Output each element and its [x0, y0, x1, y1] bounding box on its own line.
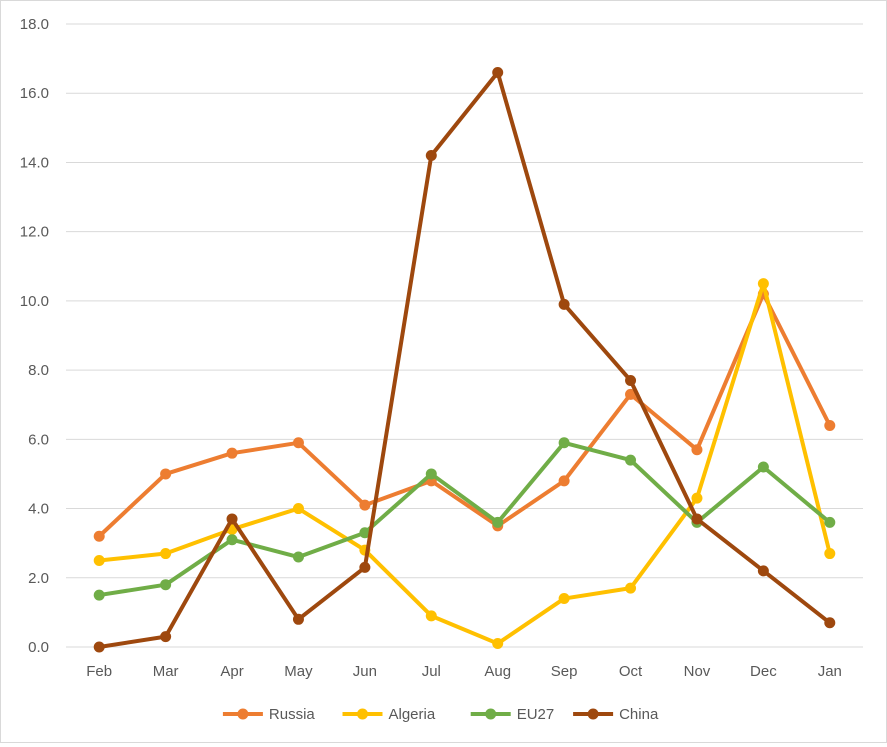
data-point-china [625, 374, 637, 386]
legend-item-algeria: Algeria [342, 706, 436, 723]
data-point-eu27 [359, 527, 371, 539]
y-tick-label: 6.0 [28, 431, 49, 448]
data-point-algeria [425, 610, 437, 622]
x-tick-label: Jun [353, 663, 377, 680]
data-point-china [558, 298, 570, 310]
legend-label-china: China [619, 706, 659, 723]
x-tick-label: Nov [684, 663, 711, 680]
x-tick-label: Aug [484, 663, 511, 680]
data-point-algeria [824, 548, 836, 560]
x-tick-label: Apr [220, 663, 243, 680]
data-point-eu27 [226, 534, 238, 546]
y-tick-label: 16.0 [20, 85, 49, 102]
data-point-china [425, 150, 437, 162]
x-tick-label: Sep [551, 663, 578, 680]
series-line-china [97, 70, 832, 649]
x-tick-label: May [284, 663, 313, 680]
data-point-china [292, 613, 304, 625]
series-algeria [93, 278, 836, 650]
data-point-russia [359, 499, 371, 511]
data-point-eu27 [492, 516, 504, 528]
series-line-russia [97, 291, 832, 539]
data-point-russia [292, 437, 304, 449]
data-point-china [824, 617, 836, 629]
x-tick-label: Jul [422, 663, 441, 680]
series-russia [93, 288, 836, 542]
data-point-algeria [160, 548, 172, 560]
legend-item-china: China [573, 706, 659, 723]
data-point-algeria [492, 638, 504, 650]
data-point-russia [226, 447, 238, 459]
series-china [93, 66, 836, 653]
legend: Russia Algeria EU27 China [222, 706, 659, 723]
data-point-algeria [93, 554, 105, 566]
data-point-eu27 [757, 461, 769, 473]
legend-label-algeria: Algeria [389, 706, 436, 723]
data-point-china [93, 641, 105, 653]
data-point-china [757, 565, 769, 577]
y-tick-label: 14.0 [20, 154, 49, 171]
y-tick-label: 10.0 [20, 293, 49, 310]
y-tick-label: 0.0 [28, 639, 49, 656]
data-point-algeria [625, 582, 637, 594]
data-point-russia [625, 388, 637, 400]
y-tick-label: 12.0 [20, 224, 49, 241]
y-tick-label: 2.0 [28, 570, 49, 587]
legend-label-eu27: EU27 [517, 706, 555, 723]
data-point-eu27 [824, 516, 836, 528]
x-tick-label: Oct [619, 663, 643, 680]
x-axis-tick-labels: Feb Mar Apr May Jun Jul Aug Sep Oct Nov Dec Jan [86, 663, 842, 680]
legend-marker-china [587, 708, 599, 720]
legend-item-russia: Russia [222, 706, 316, 723]
data-point-eu27 [93, 589, 105, 601]
x-tick-label: Jan [818, 663, 842, 680]
x-tick-label: Mar [153, 663, 179, 680]
data-point-russia [160, 468, 172, 480]
data-point-russia [691, 444, 703, 456]
data-point-russia [824, 419, 836, 431]
data-point-china [226, 513, 238, 525]
data-point-russia [558, 475, 570, 487]
legend-label-russia: Russia [269, 706, 316, 723]
y-tick-label: 18.0 [20, 16, 49, 33]
x-tick-label: Dec [750, 663, 777, 680]
x-tick-label: Feb [86, 663, 112, 680]
data-point-eu27 [625, 454, 637, 466]
legend-marker-eu27 [485, 708, 497, 720]
data-point-algeria [292, 503, 304, 515]
data-point-algeria [691, 492, 703, 504]
y-tick-label: 4.0 [28, 501, 49, 518]
data-point-china [359, 561, 371, 573]
data-point-eu27 [425, 468, 437, 480]
data-point-eu27 [160, 579, 172, 591]
y-axis-tick-labels: 0.0 2.0 4.0 6.0 8.0 10.0 12.0 14.0 16.0 18.0 [20, 16, 49, 656]
series-lines [93, 66, 836, 653]
y-tick-label: 8.0 [28, 362, 49, 379]
data-point-algeria [558, 593, 570, 605]
series-line-algeria [97, 281, 832, 646]
data-point-china [492, 66, 504, 78]
data-point-algeria [757, 278, 769, 290]
series-line-eu27 [97, 440, 832, 598]
legend-marker-russia [237, 708, 249, 720]
data-point-china [691, 513, 703, 525]
data-point-china [160, 631, 172, 643]
legend-item-eu27: EU27 [470, 706, 555, 723]
legend-marker-algeria [357, 708, 368, 720]
data-point-eu27 [292, 551, 304, 563]
data-point-eu27 [558, 437, 570, 449]
data-point-russia [93, 530, 105, 542]
